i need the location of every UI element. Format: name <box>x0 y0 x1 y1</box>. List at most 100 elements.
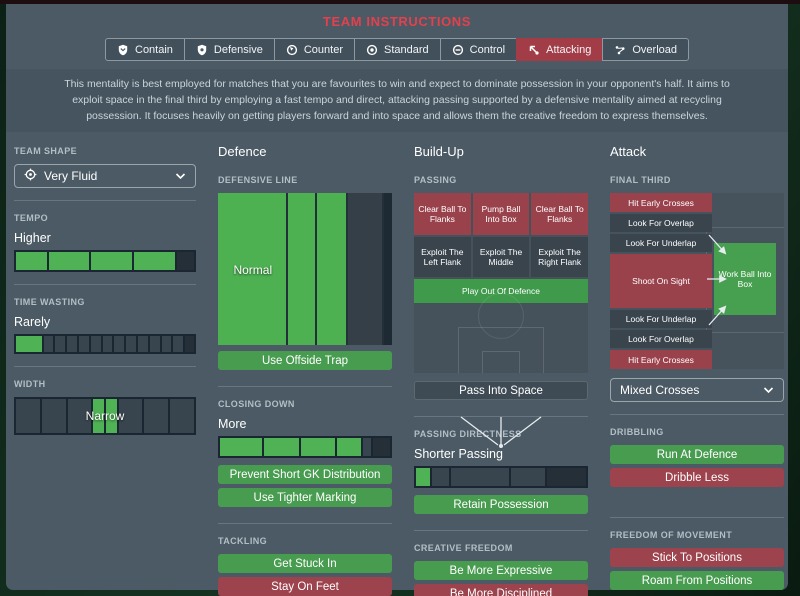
general-column: TEAM SHAPE Very Fluid TEMPO Higher TIME … <box>14 140 196 596</box>
divider <box>14 366 196 368</box>
divider <box>414 416 588 418</box>
control-icon <box>452 44 464 56</box>
page-title: TEAM INSTRUCTIONS <box>322 14 472 29</box>
closing-down-slider[interactable] <box>218 436 392 459</box>
hit-early-crosses-bottom-cell[interactable]: Hit Early Crosses <box>610 350 712 370</box>
tab-attacking[interactable]: Attacking <box>516 38 604 61</box>
defensive-line-label: DEFENSIVE LINE <box>218 175 298 186</box>
team-shape-dropdown[interactable]: Very Fluid <box>14 164 196 189</box>
play-out-arrows <box>460 416 542 449</box>
tempo-slider[interactable] <box>14 250 196 273</box>
be-more-expressive-button[interactable]: Be More Expressive <box>414 561 588 581</box>
crossing-value: Mixed Crosses <box>620 383 700 398</box>
tab-overload[interactable]: Overload <box>602 38 689 61</box>
width-value: Narrow <box>85 409 125 424</box>
chevron-down-icon <box>175 172 186 180</box>
attacking-icon <box>528 44 540 56</box>
pump-ball-into-box-cell[interactable]: Pump Ball Into Box <box>472 193 530 236</box>
shoot-on-sight-cell[interactable]: Shoot On Sight <box>610 254 712 309</box>
look-for-overlap-top-cell[interactable]: Look For Overlap <box>610 214 712 233</box>
team-shape-value: Very Fluid <box>44 169 98 184</box>
tempo-value: Higher <box>14 231 51 246</box>
look-for-overlap-bottom-cell[interactable]: Look For Overlap <box>610 330 712 349</box>
get-stuck-in-button[interactable]: Get Stuck In <box>218 554 392 574</box>
clear-ball-to-flanks-right-cell[interactable]: Clear Ball To Flanks <box>531 193 589 236</box>
exploit-left-flank-cell[interactable]: Exploit The Left Flank <box>414 237 471 278</box>
clear-ball-to-flanks-left-cell[interactable]: Clear Ball To Flanks <box>414 193 471 236</box>
tab-standard[interactable]: Standard <box>353 38 441 61</box>
final-third-label: FINAL THIRD <box>610 175 671 186</box>
look-for-underlap-top-cell[interactable]: Look For Underlap <box>610 234 712 253</box>
be-more-disciplined-button[interactable]: Be More Disciplined <box>414 584 588 596</box>
use-tighter-marking-button[interactable]: Use Tighter Marking <box>218 488 392 508</box>
exploit-right-flank-cell[interactable]: Exploit The Right Flank <box>531 237 589 278</box>
divider <box>610 414 784 416</box>
passing-directness-label: PASSING DIRECTNESS <box>414 429 522 440</box>
stick-to-positions-button[interactable]: Stick To Positions <box>610 548 784 568</box>
tab-defensive[interactable]: Defensive <box>183 38 275 61</box>
time-wasting-value: Rarely <box>14 315 51 330</box>
attack-column: Attack FINAL THIRD Hit Early Crosses Loo… <box>610 140 784 596</box>
play-out-of-defence-cell[interactable]: Play Out Of Defence <box>414 279 588 304</box>
team-shape-label: TEAM SHAPE <box>14 146 78 157</box>
pass-into-space-button[interactable]: Pass Into Space <box>414 381 588 401</box>
counter-icon <box>286 44 298 56</box>
width-slider[interactable] <box>14 397 196 436</box>
defence-column: Defence DEFENSIVE LINE Normal Use Offsid… <box>218 140 392 596</box>
tab-contain[interactable]: Contain <box>105 38 185 61</box>
team-shape-icon <box>24 168 37 184</box>
closing-down-value: More <box>218 417 247 432</box>
build-up-heading: Build-Up <box>414 144 464 160</box>
retain-possession-button[interactable]: Retain Possession <box>414 495 588 515</box>
window-top-edge <box>0 0 800 4</box>
attack-heading: Attack <box>610 144 647 160</box>
defensive-icon <box>196 44 208 56</box>
look-for-underlap-bottom-cell[interactable]: Look For Underlap <box>610 310 712 329</box>
hit-early-crosses-top-cell[interactable]: Hit Early Crosses <box>610 193 712 213</box>
defensive-line-slider[interactable] <box>218 193 392 346</box>
passing-directness-slider[interactable] <box>414 466 588 489</box>
crossing-dropdown[interactable]: Mixed Crosses <box>610 378 784 403</box>
contain-icon <box>117 44 129 56</box>
exploit-middle-cell[interactable]: Exploit The Middle <box>472 237 530 278</box>
instructions-content: TEAM SHAPE Very Fluid TEMPO Higher TIME … <box>6 132 788 596</box>
freedom-of-movement-label: FREEDOM OF MOVEMENT <box>610 530 733 541</box>
run-at-defence-button[interactable]: Run At Defence <box>610 445 784 465</box>
divider <box>414 530 588 532</box>
final-third-diagram: Hit Early Crosses Look For Overlap Look … <box>610 193 784 370</box>
chevron-down-icon <box>763 386 774 394</box>
roam-from-positions-button[interactable]: Roam From Positions <box>610 571 784 591</box>
dribble-less-button[interactable]: Dribble Less <box>610 468 784 488</box>
stay-on-feet-button[interactable]: Stay On Feet <box>218 577 392 596</box>
divider <box>14 200 196 202</box>
overload-icon <box>614 44 626 56</box>
time-wasting-label: TIME WASTING <box>14 297 85 308</box>
tab-control[interactable]: Control <box>439 38 518 61</box>
time-wasting-slider[interactable] <box>14 334 196 355</box>
passing-label: PASSING <box>414 175 457 186</box>
tackling-label: TACKLING <box>218 536 268 547</box>
passing-row-defence: Play Out Of Defence <box>414 279 588 304</box>
standard-icon <box>366 44 378 56</box>
divider <box>218 386 392 388</box>
defensive-line-value: Normal <box>233 263 273 278</box>
width-label: WIDTH <box>14 379 46 390</box>
final-third-stack: Hit Early Crosses Look For Overlap Look … <box>610 193 712 370</box>
build-up-column: Build-Up PASSING Clear Ball To Flanks Pu… <box>414 140 589 596</box>
passing-directness-value: Shorter Passing <box>414 447 503 462</box>
creative-freedom-label: CREATIVE FREEDOM <box>414 543 513 554</box>
passing-pitch-diagram: Clear Ball To Flanks Pump Ball Into Box … <box>414 193 589 449</box>
team-instructions-panel: TEAM INSTRUCTIONS Contain Defensive Coun… <box>6 4 788 596</box>
mentality-tab-bar: Contain Defensive Counter Standard Contr… <box>105 38 689 61</box>
closing-down-label: CLOSING DOWN <box>218 399 295 410</box>
prevent-short-gk-distribution-button[interactable]: Prevent Short GK Distribution <box>218 465 392 485</box>
six-yard-box-marking <box>482 351 520 374</box>
divider <box>14 284 196 286</box>
passing-row-attacking: Clear Ball To Flanks Pump Ball Into Box … <box>414 193 589 236</box>
final-third-arrows <box>707 234 727 326</box>
use-offside-trap-button[interactable]: Use Offside Trap <box>218 351 392 371</box>
header: TEAM INSTRUCTIONS Contain Defensive Coun… <box>6 4 788 61</box>
divider <box>218 523 392 525</box>
tab-counter[interactable]: Counter <box>273 38 355 61</box>
